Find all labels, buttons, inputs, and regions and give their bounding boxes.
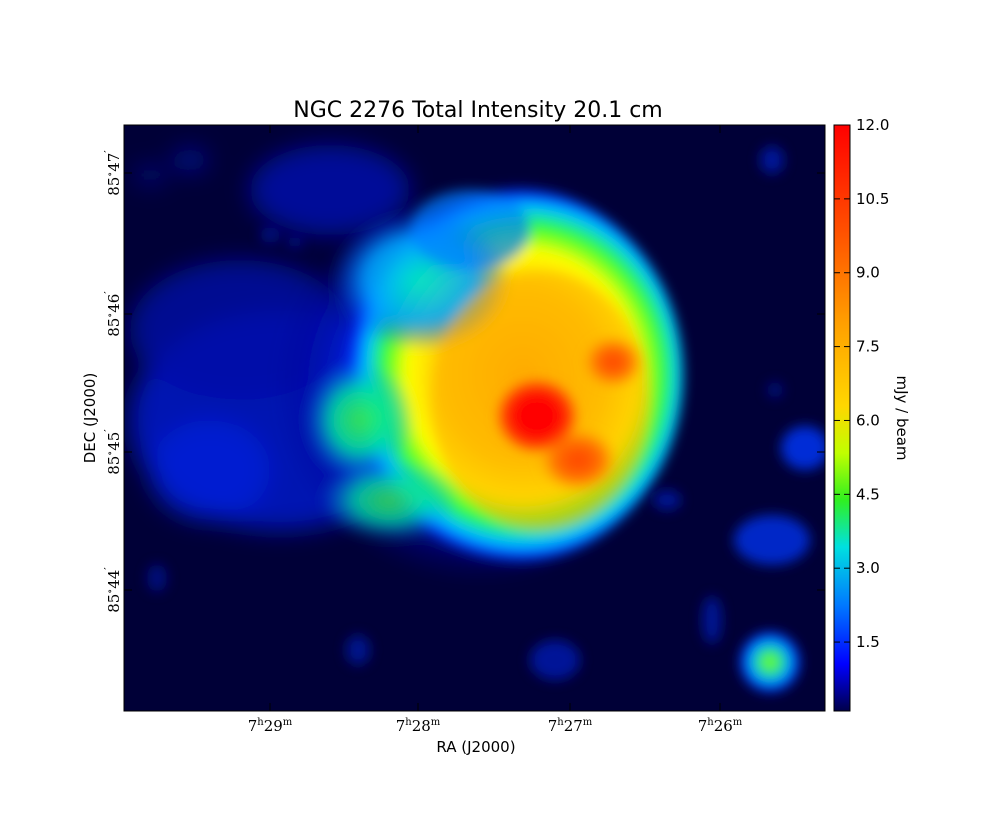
- colorbar-tick-label: 7.5: [856, 338, 880, 356]
- bright-regions: [495, 336, 643, 492]
- y-tick-label: 85∘45′: [102, 429, 123, 475]
- y-tick-label: 85∘46′: [102, 291, 123, 337]
- x-axis: 7h29m 7h28m 7h27m 7h26m: [248, 125, 743, 735]
- x-tick-label: 7h28m: [396, 717, 441, 735]
- plot-frame: [123, 124, 826, 712]
- compact-source: [738, 630, 802, 694]
- colorbar-ticks: 1.5 3.0 4.5 6.0 7.5 9.0 10.5 12.0: [834, 116, 889, 651]
- colorbar-tick-label: 3.0: [856, 559, 880, 577]
- x-tick-label: 7h29m: [248, 717, 293, 735]
- x-tick-label: 7h27m: [548, 717, 593, 735]
- y-axis: 85∘47′ 85∘46′ 85∘45′ 85∘44′: [102, 150, 825, 613]
- y-tick-label: 85∘47′: [102, 150, 123, 196]
- x-axis-label: RA (J2000): [436, 738, 515, 756]
- colorbar-label: mJy / beam: [893, 375, 911, 460]
- plot-area: [123, 124, 826, 712]
- x-tick-label: 7h26m: [698, 717, 743, 735]
- colorbar-tick-label: 10.5: [856, 190, 889, 208]
- intensity-map: [130, 145, 825, 694]
- y-tick-label: 85∘44′: [102, 567, 123, 613]
- colorbar-tick-label: 9.0: [856, 264, 880, 282]
- y-axis-label: DEC (J2000): [81, 373, 99, 464]
- colorbar-tick-label: 1.5: [856, 633, 880, 651]
- chart-title: NGC 2276 Total Intensity 20.1 cm: [293, 98, 662, 123]
- colorbar: 1.5 3.0 4.5 6.0 7.5 9.0 10.5 12.0 mJy / beam: [833, 116, 911, 712]
- colorbar-tick-label: 4.5: [856, 485, 880, 503]
- faint-sources: [147, 146, 825, 680]
- colorbar-tick-label: 6.0: [856, 411, 880, 429]
- colorbar-tick-label: 12.0: [856, 116, 889, 134]
- colorbar-gradient: [833, 124, 851, 712]
